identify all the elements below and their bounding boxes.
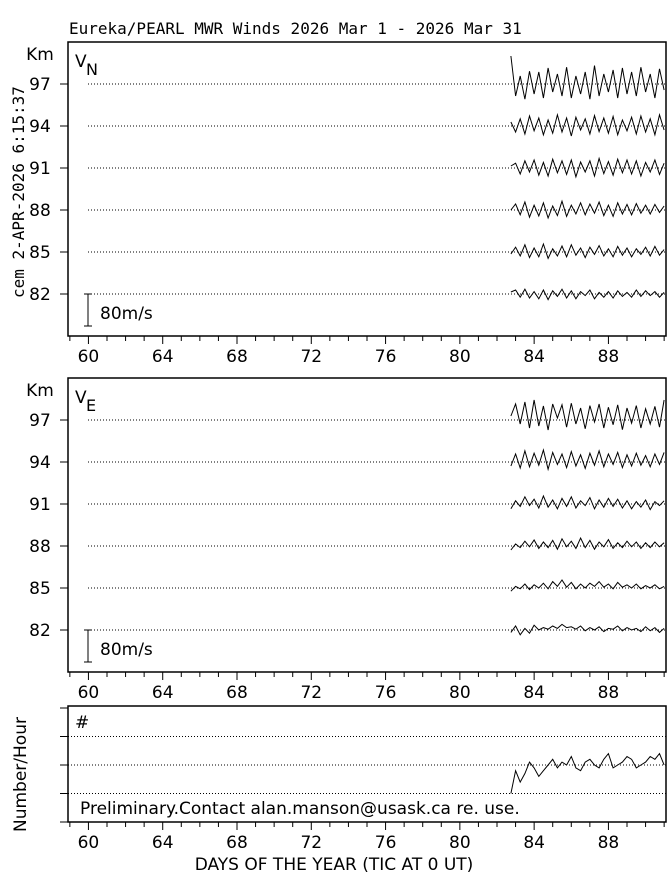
wind-trace-97km	[510, 55, 665, 100]
wind-trace-91km	[510, 494, 665, 511]
x-tick-label: 64	[152, 683, 174, 703]
y-axis-unit-label: Km	[26, 45, 54, 65]
wind-trace-97km	[510, 399, 665, 431]
x-tick-label: 76	[375, 683, 397, 703]
x-tick-label: 64	[152, 833, 174, 853]
height-label: 82	[29, 285, 51, 305]
height-label: 94	[29, 453, 51, 473]
x-tick-label: 76	[375, 833, 397, 853]
wind-trace-85km	[510, 579, 665, 592]
footer-note: Preliminary.Contact alan.manson@usask.ca…	[80, 799, 520, 819]
x-tick-label: 80	[449, 683, 471, 703]
x-tick-label: 68	[226, 347, 248, 367]
height-label: 88	[29, 201, 51, 221]
height-label: 85	[29, 243, 51, 263]
y-axis-unit-label: Km	[26, 381, 54, 401]
height-label: 97	[29, 411, 51, 431]
x-tick-label: 60	[78, 833, 100, 853]
x-tick-label: 80	[449, 833, 471, 853]
wind-trace-91km	[510, 156, 665, 179]
x-tick-label: 80	[449, 347, 471, 367]
timestamp-label: cem 2-APR-2026 6:15:37	[9, 86, 28, 298]
height-label: 91	[29, 495, 51, 515]
wind-trace-88km	[510, 536, 665, 551]
wind-trace-88km	[510, 199, 665, 220]
count-y-axis-label: Number/Hour	[11, 717, 31, 832]
panel-label-subscript: N	[86, 60, 98, 79]
scale-bar-label: 80m/s	[100, 304, 153, 324]
x-tick-label: 68	[226, 833, 248, 853]
plot-frame	[67, 41, 667, 337]
x-tick-label: 88	[598, 347, 620, 367]
wind-trace-94km	[510, 448, 665, 472]
panel-count: 60 64 68 72 76 80 84 88 # Preliminary.Contact ala…	[60, 705, 667, 853]
x-axis-label: DAYS OF THE YEAR (TIC AT 0 UT)	[195, 855, 474, 875]
x-tick-label: 76	[375, 347, 397, 367]
x-tick-label: 84	[523, 347, 545, 367]
x-tick-label: 72	[300, 347, 322, 367]
height-label: 85	[29, 579, 51, 599]
x-tick-label: 84	[523, 683, 545, 703]
x-tick-label: 60	[78, 683, 100, 703]
panel-VN: 60 64 68 72 76 80 84 88 Km V N 97 94 91 88 85 82 80m/s	[26, 41, 667, 367]
x-tick-label: 72	[300, 833, 322, 853]
height-label: 88	[29, 537, 51, 557]
x-tick-label: 64	[152, 347, 174, 367]
wind-trace-85km	[510, 242, 665, 260]
panel-label-VN: V	[75, 52, 87, 72]
height-label: 82	[29, 621, 51, 641]
x-tick-label: 60	[78, 347, 100, 367]
x-tick-label: 68	[226, 683, 248, 703]
panel-label-count: #	[75, 713, 89, 733]
height-label: 97	[29, 75, 51, 95]
x-tick-label: 88	[598, 683, 620, 703]
x-tick-label: 72	[300, 683, 322, 703]
wind-trace-82km	[510, 288, 665, 301]
chart-title: Eureka/PEARL MWR Winds 2026 Mar 1 - 2026…	[69, 19, 522, 38]
height-label: 91	[29, 159, 51, 179]
panel-label-subscript: E	[86, 396, 96, 415]
count-trace	[510, 752, 665, 794]
panel-label-VE: V	[75, 388, 87, 408]
x-tick-label: 84	[523, 833, 545, 853]
panel-VE: 60 64 68 72 76 80 84 88 Km V E 97 94 91 88 85 82 80m/s	[26, 377, 667, 703]
wind-trace-94km	[510, 112, 665, 137]
wind-trace-82km	[510, 623, 665, 636]
x-tick-label: 88	[598, 833, 620, 853]
scale-bar-label: 80m/s	[100, 640, 153, 660]
height-label: 94	[29, 117, 51, 137]
